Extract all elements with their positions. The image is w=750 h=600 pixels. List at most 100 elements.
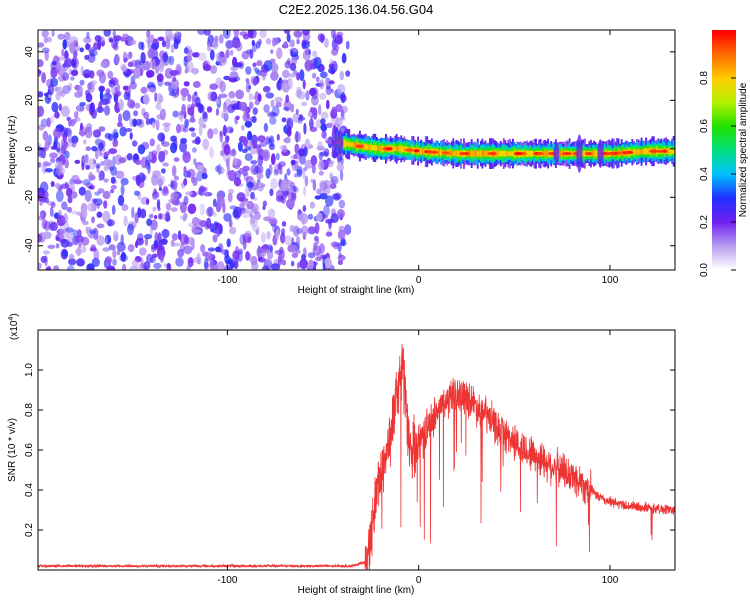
noise-blob bbox=[318, 151, 323, 161]
noise-blob bbox=[43, 191, 49, 200]
noise-blob bbox=[209, 49, 215, 61]
noise-blob bbox=[214, 35, 219, 43]
noise-blob bbox=[141, 60, 145, 73]
noise-blob bbox=[63, 213, 68, 224]
noise-blob bbox=[275, 152, 280, 161]
noise-blob bbox=[96, 211, 103, 218]
noise-blob bbox=[233, 177, 242, 187]
noise-blob bbox=[266, 111, 276, 118]
colorbar-stripe bbox=[712, 152, 736, 155]
noise-blob bbox=[112, 30, 117, 38]
colorbar-stripe bbox=[712, 250, 736, 253]
spectrogram-y-tick-label: 20 bbox=[24, 94, 35, 106]
noise-blob bbox=[244, 153, 253, 162]
noise-blob bbox=[256, 145, 262, 155]
noise-blob bbox=[176, 123, 182, 134]
colorbar-stripe bbox=[712, 52, 736, 55]
noise-blob bbox=[86, 263, 95, 270]
noise-blob bbox=[232, 39, 241, 49]
noise-blob bbox=[187, 49, 193, 58]
noise-blob bbox=[72, 229, 78, 237]
noise-blob bbox=[303, 122, 307, 135]
colorbar-stripe bbox=[712, 46, 736, 49]
colorbar-stripe bbox=[712, 122, 736, 125]
colorbar-stripe bbox=[712, 136, 736, 139]
noise-blob bbox=[131, 140, 138, 147]
noise-blob bbox=[112, 128, 119, 141]
signal-band-cell bbox=[470, 151, 473, 156]
colorbar-stripe bbox=[712, 212, 736, 215]
noise-blob bbox=[65, 187, 73, 197]
noise-blob bbox=[155, 119, 160, 131]
colorbar-stripe bbox=[712, 194, 736, 197]
noise-blob bbox=[319, 181, 328, 191]
noise-blob bbox=[140, 86, 148, 94]
noise-blob bbox=[104, 236, 108, 245]
signal-peak bbox=[621, 151, 628, 155]
noise-blob bbox=[118, 113, 122, 125]
noise-blob bbox=[337, 84, 346, 95]
noise-blob bbox=[165, 202, 172, 211]
noise-blob bbox=[321, 130, 327, 139]
noise-blob bbox=[103, 165, 109, 172]
snr-scale-factor: (x104) bbox=[8, 313, 20, 340]
noise-blob bbox=[149, 151, 153, 161]
noise-blob bbox=[263, 104, 270, 113]
noise-blob bbox=[291, 260, 295, 267]
noise-blob bbox=[39, 198, 43, 207]
noise-blob bbox=[49, 152, 58, 159]
signal-band-cell bbox=[634, 150, 637, 155]
noise-blob bbox=[104, 132, 112, 140]
noise-blob bbox=[320, 118, 326, 125]
noise-blob bbox=[64, 158, 69, 169]
noise-blob bbox=[103, 178, 109, 183]
noise-blob bbox=[73, 111, 79, 119]
signal-band-cell bbox=[642, 148, 644, 155]
noise-blob bbox=[304, 47, 310, 56]
noise-blob bbox=[296, 72, 300, 81]
noise-blob bbox=[301, 101, 308, 107]
noise-blob bbox=[274, 37, 279, 46]
colorbar-stripe bbox=[712, 226, 736, 229]
noise-blob bbox=[168, 55, 175, 66]
signal-band-cell bbox=[531, 151, 534, 157]
colorbar-stripe bbox=[712, 160, 736, 163]
noise-blob bbox=[79, 102, 86, 107]
colorbar-stripe bbox=[712, 258, 736, 261]
noise-blob bbox=[234, 76, 241, 82]
signal-peak bbox=[459, 152, 466, 156]
noise-blob bbox=[302, 79, 306, 90]
noise-blob bbox=[282, 82, 290, 93]
noise-blob bbox=[215, 108, 220, 116]
noise-blob bbox=[251, 225, 260, 232]
noise-blob bbox=[213, 221, 219, 228]
snr-y-tick-label: 0.2 bbox=[24, 523, 35, 537]
noise-blob bbox=[143, 261, 151, 270]
noise-blob bbox=[180, 215, 187, 220]
colorbar-stripe bbox=[712, 228, 736, 231]
noise-blob bbox=[204, 257, 209, 269]
noise-blob bbox=[329, 179, 336, 185]
noise-blob bbox=[207, 128, 214, 139]
noise-blob bbox=[41, 30, 49, 38]
noise-blob bbox=[88, 174, 96, 181]
noise-blob bbox=[227, 192, 233, 203]
noise-blob bbox=[42, 231, 52, 240]
signal-band-cell bbox=[346, 141, 349, 147]
noise-blob bbox=[130, 39, 137, 46]
noise-blob bbox=[154, 215, 158, 220]
noise-blob bbox=[198, 116, 204, 127]
noise-blob bbox=[155, 102, 162, 110]
noise-blob bbox=[86, 31, 90, 39]
noise-blob bbox=[170, 78, 180, 90]
colorbar-stripe bbox=[712, 144, 736, 147]
noise-blob bbox=[84, 189, 92, 202]
noise-blob bbox=[41, 72, 46, 84]
colorbar-stripe bbox=[712, 266, 736, 269]
noise-blob bbox=[270, 217, 278, 227]
colorbar-stripe bbox=[712, 224, 736, 227]
noise-blob bbox=[91, 257, 100, 267]
noise-blob bbox=[215, 246, 222, 253]
noise-blob bbox=[335, 104, 343, 113]
colorbar-stripe bbox=[712, 180, 736, 183]
